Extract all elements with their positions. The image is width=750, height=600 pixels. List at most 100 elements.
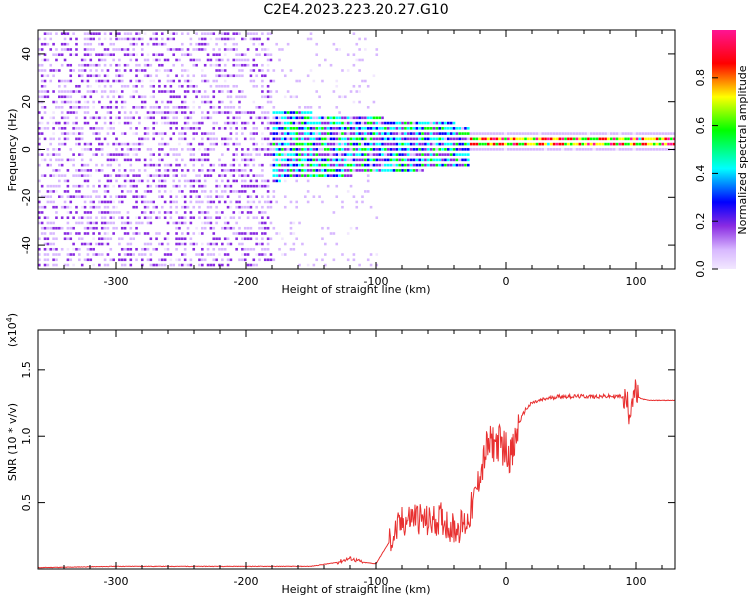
spectrogram-cell bbox=[178, 179, 181, 183]
spectrogram-cell bbox=[398, 158, 401, 162]
spectrogram-cell bbox=[120, 174, 124, 177]
spectrogram-cell bbox=[252, 142, 256, 146]
spectrogram-cell bbox=[375, 163, 379, 167]
spectrogram-cell bbox=[212, 90, 216, 93]
spectrogram-cell bbox=[292, 116, 296, 120]
spectrogram-cell bbox=[226, 95, 230, 99]
spectrogram-cell bbox=[298, 153, 301, 156]
spectrogram-cell bbox=[66, 132, 70, 135]
spectrogram-cell bbox=[75, 221, 78, 225]
spectrogram-cell bbox=[143, 200, 147, 204]
spectrogram-cell bbox=[575, 148, 579, 151]
spectrogram-cell bbox=[46, 195, 50, 198]
spectrogram-cell bbox=[86, 79, 90, 83]
spectrogram-cell bbox=[272, 226, 276, 230]
spectrogram-cell bbox=[241, 27, 244, 30]
spectrogram-cell bbox=[452, 121, 456, 125]
spectrogram-cell bbox=[318, 163, 321, 167]
spectrogram-cell bbox=[372, 169, 376, 172]
spectrogram-cell bbox=[226, 169, 230, 172]
spectrogram-cell bbox=[446, 158, 450, 162]
spectrogram-cell bbox=[66, 221, 70, 225]
x-tick-label: -100 bbox=[364, 575, 389, 588]
spectrogram-cell bbox=[524, 137, 527, 141]
spectrogram-cell bbox=[178, 216, 181, 220]
spectrogram-cell bbox=[238, 100, 241, 104]
spectrogram-cell bbox=[55, 58, 58, 62]
spectrogram-cell bbox=[435, 127, 439, 130]
spectrogram-cell bbox=[238, 27, 241, 30]
spectrogram-cell bbox=[160, 116, 164, 120]
spectrogram-cell bbox=[229, 137, 233, 141]
spectrogram-cell bbox=[192, 106, 196, 109]
spectrogram-cell bbox=[95, 32, 98, 35]
spectrogram-cell bbox=[249, 137, 253, 141]
spectrogram-cell bbox=[572, 132, 576, 135]
spectrogram-cell bbox=[672, 137, 675, 141]
spectrogram-cell bbox=[109, 216, 113, 220]
spectrogram-cell bbox=[135, 179, 138, 183]
spectrogram-cell bbox=[95, 169, 98, 172]
spectrogram-cell bbox=[160, 205, 164, 209]
spectrogram-cell bbox=[366, 116, 370, 120]
spectrogram-cell bbox=[69, 106, 73, 109]
spectrogram-cell bbox=[155, 58, 158, 62]
spectrogram-cell bbox=[189, 179, 193, 183]
spectrogram-cell bbox=[126, 37, 130, 41]
spectrogram-cell bbox=[203, 226, 207, 230]
spectrogram-cell bbox=[132, 42, 135, 46]
spectrogram-cell bbox=[218, 37, 221, 41]
spectrogram-cell bbox=[66, 90, 70, 93]
spectrogram-cell bbox=[80, 174, 84, 177]
spectrogram-cell bbox=[275, 174, 278, 177]
spectrogram-cell bbox=[512, 137, 516, 141]
spectrogram-cell bbox=[612, 132, 616, 135]
spectrogram-cell bbox=[326, 116, 330, 120]
spectrogram-cell bbox=[169, 148, 173, 151]
spectrogram-cell bbox=[140, 84, 144, 88]
spectrogram-cell bbox=[467, 127, 470, 130]
spectrogram-cell bbox=[66, 216, 70, 220]
spectrogram-cell bbox=[281, 158, 284, 162]
spectrogram-cell bbox=[206, 263, 210, 267]
spectrogram-cell bbox=[401, 153, 404, 156]
spectrogram-cell bbox=[312, 158, 316, 162]
spectrogram-cell bbox=[289, 137, 293, 141]
spectrogram-cell bbox=[152, 37, 155, 41]
spectrogram-cell bbox=[312, 79, 316, 83]
spectrogram-cell bbox=[189, 242, 193, 246]
spectrogram-cell bbox=[295, 237, 298, 241]
spectrogram-cell bbox=[112, 153, 115, 156]
spectrogram-cell bbox=[438, 148, 441, 151]
spectrogram-cell bbox=[241, 148, 244, 151]
spectrogram-cell bbox=[232, 153, 236, 156]
spectrogram-cell bbox=[481, 148, 484, 151]
spectrogram-cell bbox=[569, 142, 573, 146]
spectrogram-cell bbox=[43, 79, 47, 83]
spectrogram-cell bbox=[158, 58, 161, 62]
spectrogram-cell bbox=[238, 195, 241, 198]
spectrogram-cell bbox=[55, 263, 58, 267]
spectrogram-cell bbox=[552, 148, 556, 151]
spectrogram-cell bbox=[312, 132, 316, 135]
spectrogram-cell bbox=[115, 90, 118, 93]
spectrogram-cell bbox=[607, 137, 610, 141]
spectrogram-cell bbox=[203, 211, 207, 214]
spectrogram-cell bbox=[246, 163, 250, 167]
spectrogram-cell bbox=[426, 121, 430, 125]
spectrogram-cell bbox=[66, 263, 70, 267]
spectrogram-cell bbox=[160, 42, 164, 46]
spectrogram-cell bbox=[69, 200, 73, 204]
spectrogram-cell bbox=[252, 158, 256, 162]
spectrogram-cell bbox=[341, 142, 344, 146]
spectrogram-cell bbox=[232, 174, 236, 177]
y-tick-label: 1.5 bbox=[20, 361, 33, 379]
spectrogram-cell bbox=[303, 137, 307, 141]
spectrogram-cell bbox=[241, 74, 244, 78]
spectrogram-cell bbox=[266, 258, 270, 262]
spectrogram-cell bbox=[455, 158, 459, 162]
spectrogram-cell bbox=[40, 174, 44, 177]
spectrogram-cell bbox=[238, 63, 241, 67]
spectrogram-cell bbox=[238, 226, 241, 230]
spectrogram-cell bbox=[252, 179, 256, 183]
